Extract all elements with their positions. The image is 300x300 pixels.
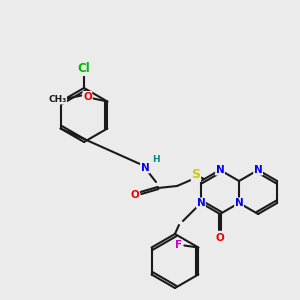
Text: O: O [216, 233, 224, 243]
Text: Cl: Cl [78, 62, 90, 76]
Text: F: F [175, 239, 182, 250]
Text: O: O [83, 92, 92, 101]
Text: N: N [216, 165, 224, 175]
Text: O: O [130, 190, 140, 200]
Text: N: N [196, 198, 205, 208]
Text: N: N [254, 165, 262, 175]
Text: CH₃: CH₃ [48, 95, 67, 104]
Text: H: H [152, 155, 160, 164]
Text: N: N [141, 163, 149, 173]
Text: S: S [191, 169, 200, 182]
Text: N: N [235, 198, 243, 208]
